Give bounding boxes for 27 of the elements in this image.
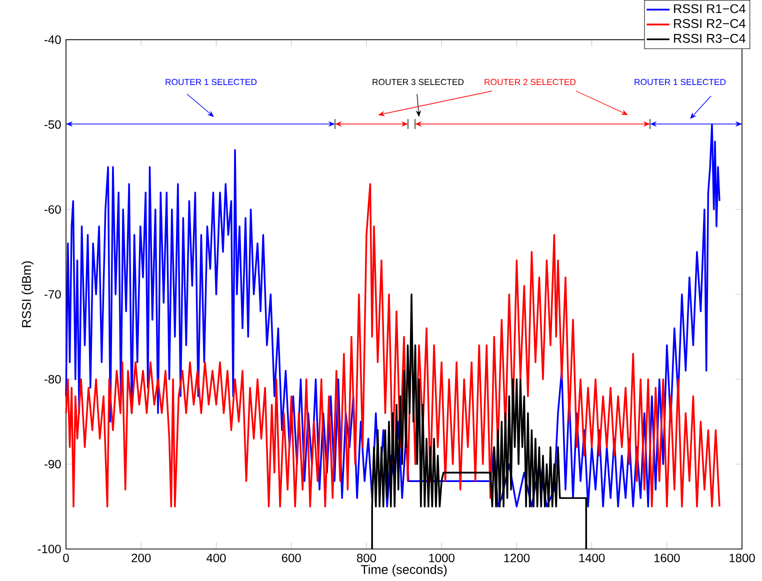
line-series: [65, 183, 720, 508]
legend-label: RSSI R1−C4: [674, 4, 746, 14]
x-tick-label: 1400: [579, 554, 605, 562]
x-tick-label: 1200: [504, 554, 530, 562]
annotation: ROUTER 2 SELECTED: [484, 78, 576, 86]
x-tick-label: 1600: [654, 554, 680, 562]
annotation: ROUTER 1 SELECTED: [166, 78, 257, 86]
x-tick-label: 400: [206, 554, 226, 562]
y-tick-label: -90: [44, 460, 61, 468]
x-tick-label: 1000: [429, 554, 454, 562]
y-tick-label: -40: [44, 35, 61, 44]
y-tick-label: -60: [44, 205, 61, 214]
y-tick-label: -100: [38, 544, 61, 554]
y-tick-label: -70: [44, 290, 61, 299]
x-tick-label: 200: [132, 554, 151, 562]
legend-label: RSSI R2−C4: [674, 19, 746, 28]
x-axis-title: Time (seconds): [360, 564, 447, 576]
x-tick-label: 0: [63, 554, 69, 562]
x-tick-label: 800: [356, 554, 376, 562]
legend-label: RSSI R3−C4: [674, 34, 746, 43]
annotation: ROUTER 3 SELECTED: [372, 78, 464, 86]
annotation: ROUTER 1 SELECTED: [634, 78, 726, 86]
y-axis-title: RSSI (dBm): [22, 261, 34, 328]
x-tick-label: 1800: [730, 554, 755, 562]
y-tick-label: -50: [44, 120, 61, 129]
y-tick-label: -80: [44, 374, 61, 384]
x-tick-label: 600: [282, 554, 301, 562]
